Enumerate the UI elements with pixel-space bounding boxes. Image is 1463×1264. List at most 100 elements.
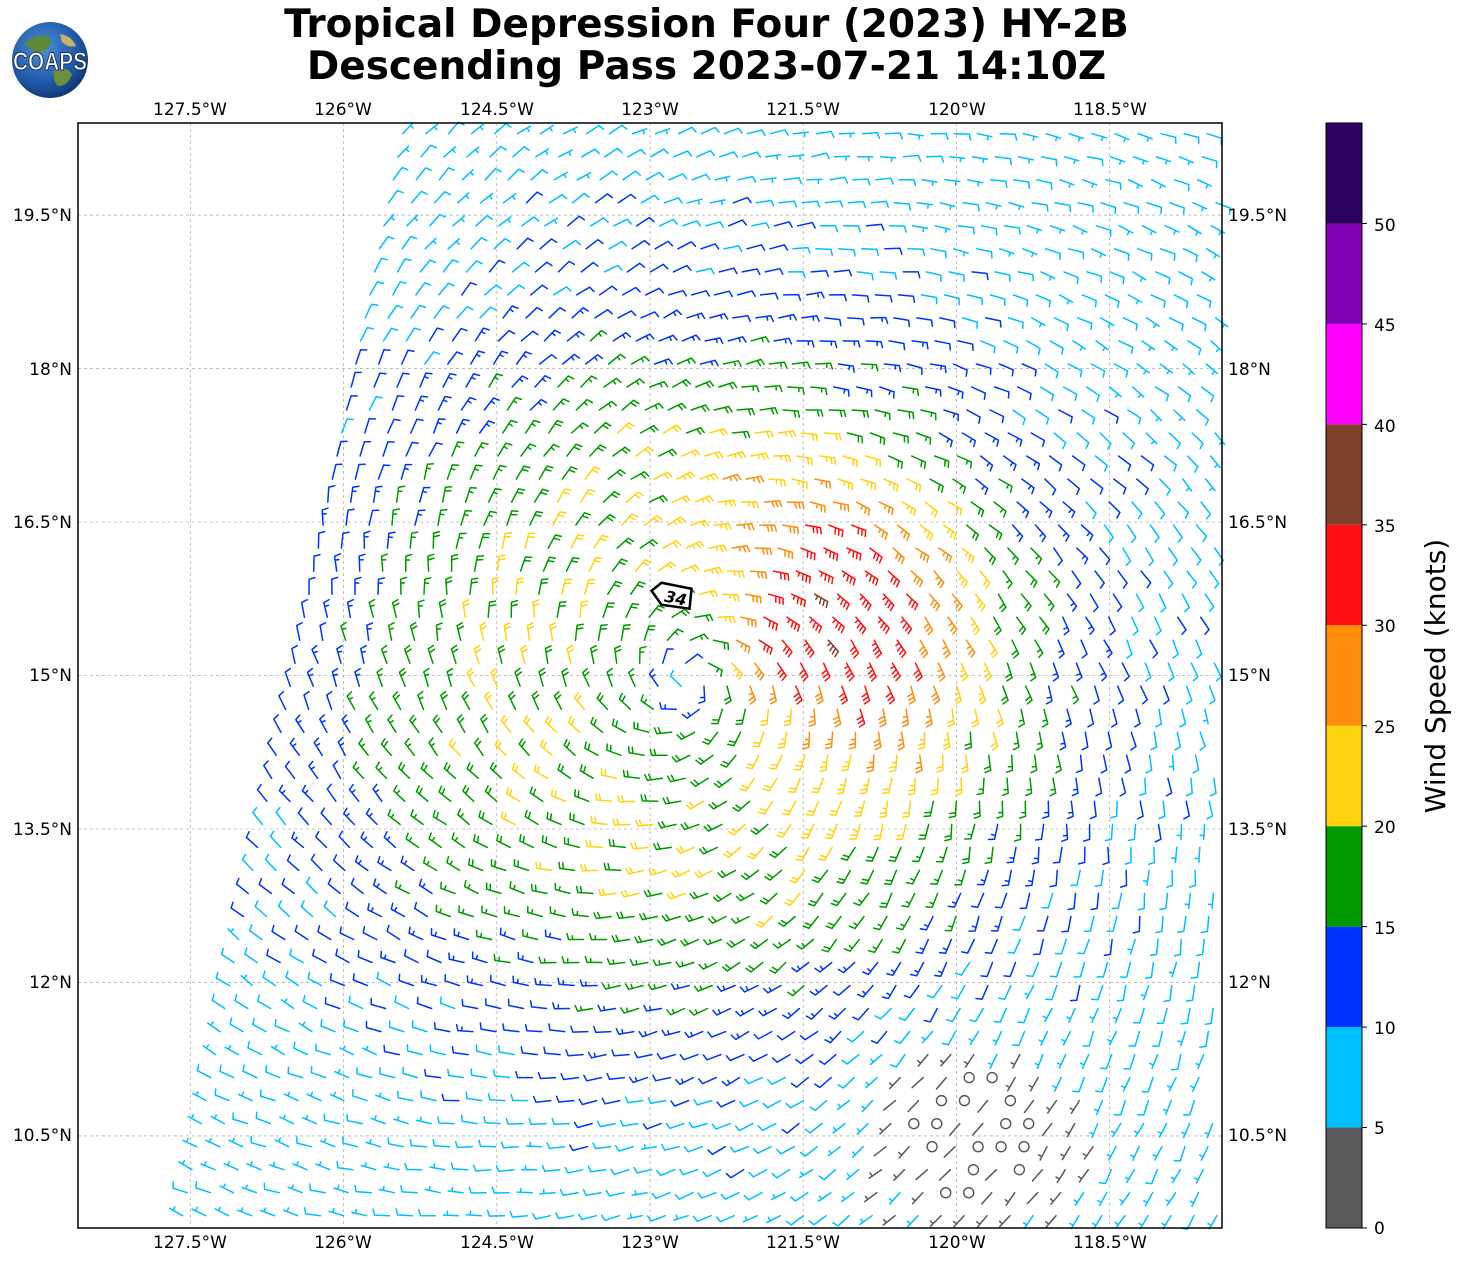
wind-barb [980,225,998,236]
wind-barb [1165,777,1173,797]
wind-barb [1156,1007,1168,1025]
wind-barb [832,1214,850,1227]
wind-barb [289,737,301,757]
wind-barb [1167,662,1175,682]
wind-barb [640,311,660,319]
wind-barb [487,487,503,503]
wind-barb [424,351,441,365]
wind-barb [419,372,433,388]
wind-barb [606,667,613,687]
wind-barb [510,1093,529,1102]
wind-barb [690,777,709,788]
wind-barb [378,235,395,250]
wind-barb [398,667,407,687]
wind-barb [786,616,801,632]
wind-barb [798,1168,814,1179]
wind-barb [948,271,965,282]
wind-barb [1171,846,1178,864]
wind-barb [537,1071,557,1080]
wind-barb [432,418,446,434]
wind-barb [538,667,547,687]
wind-barb [479,306,497,319]
wind-barb [817,846,833,862]
wind-barb [259,1089,276,1102]
wind-barb [698,846,718,855]
wind-barb [630,842,649,850]
wind-barb [953,248,969,257]
wind-barb [227,928,240,941]
wind-barb [1119,961,1132,978]
wind-barb [242,1064,258,1079]
wind-barb [874,409,891,421]
wind-barb [639,424,659,434]
wind-barb [200,1161,216,1171]
wind-barb [418,1208,437,1217]
wind-barb [681,449,701,457]
wind-barb [801,200,821,208]
wind-barb [824,731,834,750]
wind-barb [1097,1191,1108,1207]
wind-barb [796,455,813,466]
wind-barb [859,1214,873,1226]
wind-barb [460,510,473,526]
wind-barb [838,248,856,257]
wind-barb [1089,1007,1099,1023]
wind-barb [1091,984,1104,1001]
wind-barb [1020,593,1032,612]
wind-barb [339,926,355,941]
wind-barb [909,961,925,977]
wind-barb [1178,271,1194,286]
wind-barb [1128,1030,1141,1047]
wind-barb [541,834,558,849]
wind-barb [401,235,418,250]
wind-barb [964,731,972,750]
wind-barb [883,363,902,373]
wind-barb [769,754,783,770]
wind-barb [474,327,490,342]
wind-barb [817,1191,832,1203]
wind-barb [423,667,430,687]
wind-barb [479,192,494,204]
wind-barb [724,685,732,705]
wind-barb [1048,455,1063,472]
wind-barb [478,420,495,434]
wind-barb [378,1185,395,1194]
wind-barb [1062,386,1078,401]
wind-barb [781,800,797,816]
wind-barb [281,877,295,895]
wind-barb [256,783,268,803]
wind-barb [284,667,292,687]
wind-barb [563,738,576,757]
wind-barb [380,553,389,572]
wind-barb [367,903,383,918]
wind-barb [271,924,286,941]
wind-barb [759,407,779,415]
lon-tick-bottom: 120°W [928,1233,986,1253]
wind-barb [1141,1076,1154,1093]
wind-barb [349,485,360,503]
wind-barb [573,691,586,711]
wind-barb [683,1145,704,1153]
wind-barb [954,869,967,886]
wind-barb [670,1099,690,1107]
wind-barb [942,524,957,541]
wind-barb [836,777,847,795]
wind-barb [929,363,947,374]
wind-barb [833,269,853,277]
wind-barb [805,409,824,417]
wind-barb [1179,708,1187,728]
wind-barb [597,624,608,641]
wind-barb [644,402,664,411]
wind-barb [1119,1191,1131,1206]
wind-barb [395,485,406,503]
lat-tick-left: 16.5°N [13,513,72,533]
wind-barb [333,553,341,572]
wind-barb [772,570,790,581]
wind-barb [1168,432,1181,450]
wind-barb [837,961,856,974]
wind-barb [760,177,777,184]
wind-barb [415,785,429,803]
wind-barb [571,908,589,918]
wind-barb [1007,938,1021,954]
wind-barb [1109,800,1118,819]
